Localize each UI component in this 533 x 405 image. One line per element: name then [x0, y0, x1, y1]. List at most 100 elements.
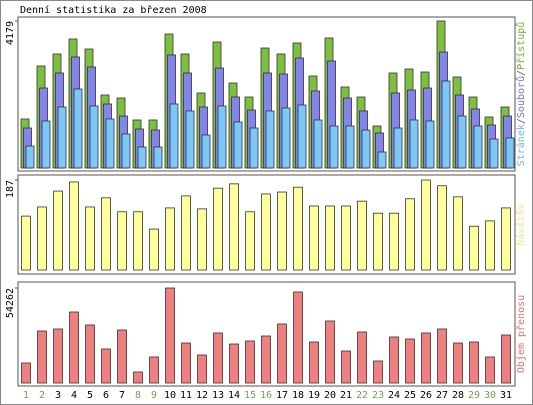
x-tick-label: 27: [436, 390, 448, 401]
bar: [165, 207, 175, 271]
bar: [245, 211, 255, 271]
bar: [341, 350, 351, 384]
y-tick-label: 4179: [5, 21, 16, 45]
x-tick-label: 28: [452, 390, 464, 401]
x-tick-label: 8: [135, 390, 141, 401]
bar: [53, 190, 63, 271]
bar: [57, 106, 67, 169]
bar: [249, 127, 259, 169]
bar: [485, 220, 495, 271]
bar: [133, 371, 143, 384]
x-tick-label: 4: [71, 390, 77, 401]
x-tick-label: 14: [228, 390, 240, 401]
bar: [217, 105, 227, 169]
bar: [453, 342, 463, 384]
bar: [149, 228, 159, 271]
bar: [37, 206, 47, 271]
bar: [121, 133, 131, 169]
bar: [373, 212, 383, 271]
bar: [453, 196, 463, 271]
bar: [213, 332, 223, 384]
bar: [85, 206, 95, 271]
bar: [293, 291, 303, 384]
x-tick-label: 26: [420, 390, 432, 401]
bar: [21, 215, 31, 271]
bar: [213, 187, 223, 271]
bar: [265, 110, 275, 169]
bar: [405, 338, 415, 384]
bar: [309, 341, 319, 384]
panel: [17, 281, 516, 387]
bar: [149, 356, 159, 384]
bar: [89, 105, 99, 169]
bar: [25, 145, 35, 169]
bar: [105, 118, 115, 169]
bar: [133, 211, 143, 271]
x-tick-label: 7: [119, 390, 125, 401]
bar: [309, 205, 319, 271]
legend-label: Souborů: [515, 76, 527, 118]
bar: [117, 211, 127, 271]
bar: [329, 125, 339, 169]
bar: [325, 320, 335, 384]
x-tick-label: 20: [324, 390, 336, 401]
bar: [185, 110, 195, 169]
bar: [153, 146, 163, 169]
x-tick-label: 10: [164, 390, 176, 401]
bar: [373, 360, 383, 384]
bar: [421, 179, 431, 271]
bar: [341, 205, 351, 271]
bar: [293, 186, 303, 271]
series-label: Návštěv: [515, 203, 527, 245]
bar: [325, 205, 335, 271]
bar: [101, 197, 111, 271]
bar: [501, 334, 511, 384]
bar: [421, 332, 431, 384]
bar: [69, 181, 79, 271]
separator: /: [516, 70, 527, 76]
bar: [469, 225, 479, 271]
bar: [485, 356, 495, 384]
bar: [501, 207, 511, 271]
bar: [197, 354, 207, 384]
x-tick-label: 2: [39, 390, 45, 401]
bar: [281, 107, 291, 169]
bar: [313, 119, 323, 169]
series-label: Objem přenosu: [515, 295, 527, 373]
x-tick-label: 24: [388, 390, 400, 401]
bar: [261, 335, 271, 384]
bar: [377, 151, 387, 169]
bar: [409, 119, 419, 169]
bar: [201, 134, 211, 169]
bar: [165, 287, 175, 384]
bar: [37, 330, 47, 384]
y-tick-label: 187: [5, 180, 16, 198]
bar: [505, 137, 515, 169]
bar: [389, 212, 399, 271]
x-tick-label: 25: [404, 390, 416, 401]
panel: [17, 16, 516, 172]
bar: [361, 129, 371, 169]
bar: [357, 331, 367, 384]
bar: [229, 343, 239, 384]
bar: [73, 88, 83, 169]
bar: [457, 115, 467, 169]
bar: [245, 340, 255, 384]
x-tick-label: 16: [260, 390, 272, 401]
bar: [405, 198, 415, 271]
bar: [137, 146, 147, 169]
bar: [169, 103, 179, 169]
y-tick-label: 54262: [5, 288, 16, 318]
bar: [473, 125, 483, 169]
bar: [441, 80, 451, 169]
x-tick-label: 21: [340, 390, 352, 401]
bar: [41, 120, 51, 169]
bar: [389, 336, 399, 384]
x-tick-label: 11: [180, 390, 192, 401]
bar: [21, 362, 31, 384]
bar: [117, 329, 127, 384]
bar: [69, 311, 79, 384]
bar: [277, 323, 287, 384]
x-tick-label: 31: [500, 390, 512, 401]
